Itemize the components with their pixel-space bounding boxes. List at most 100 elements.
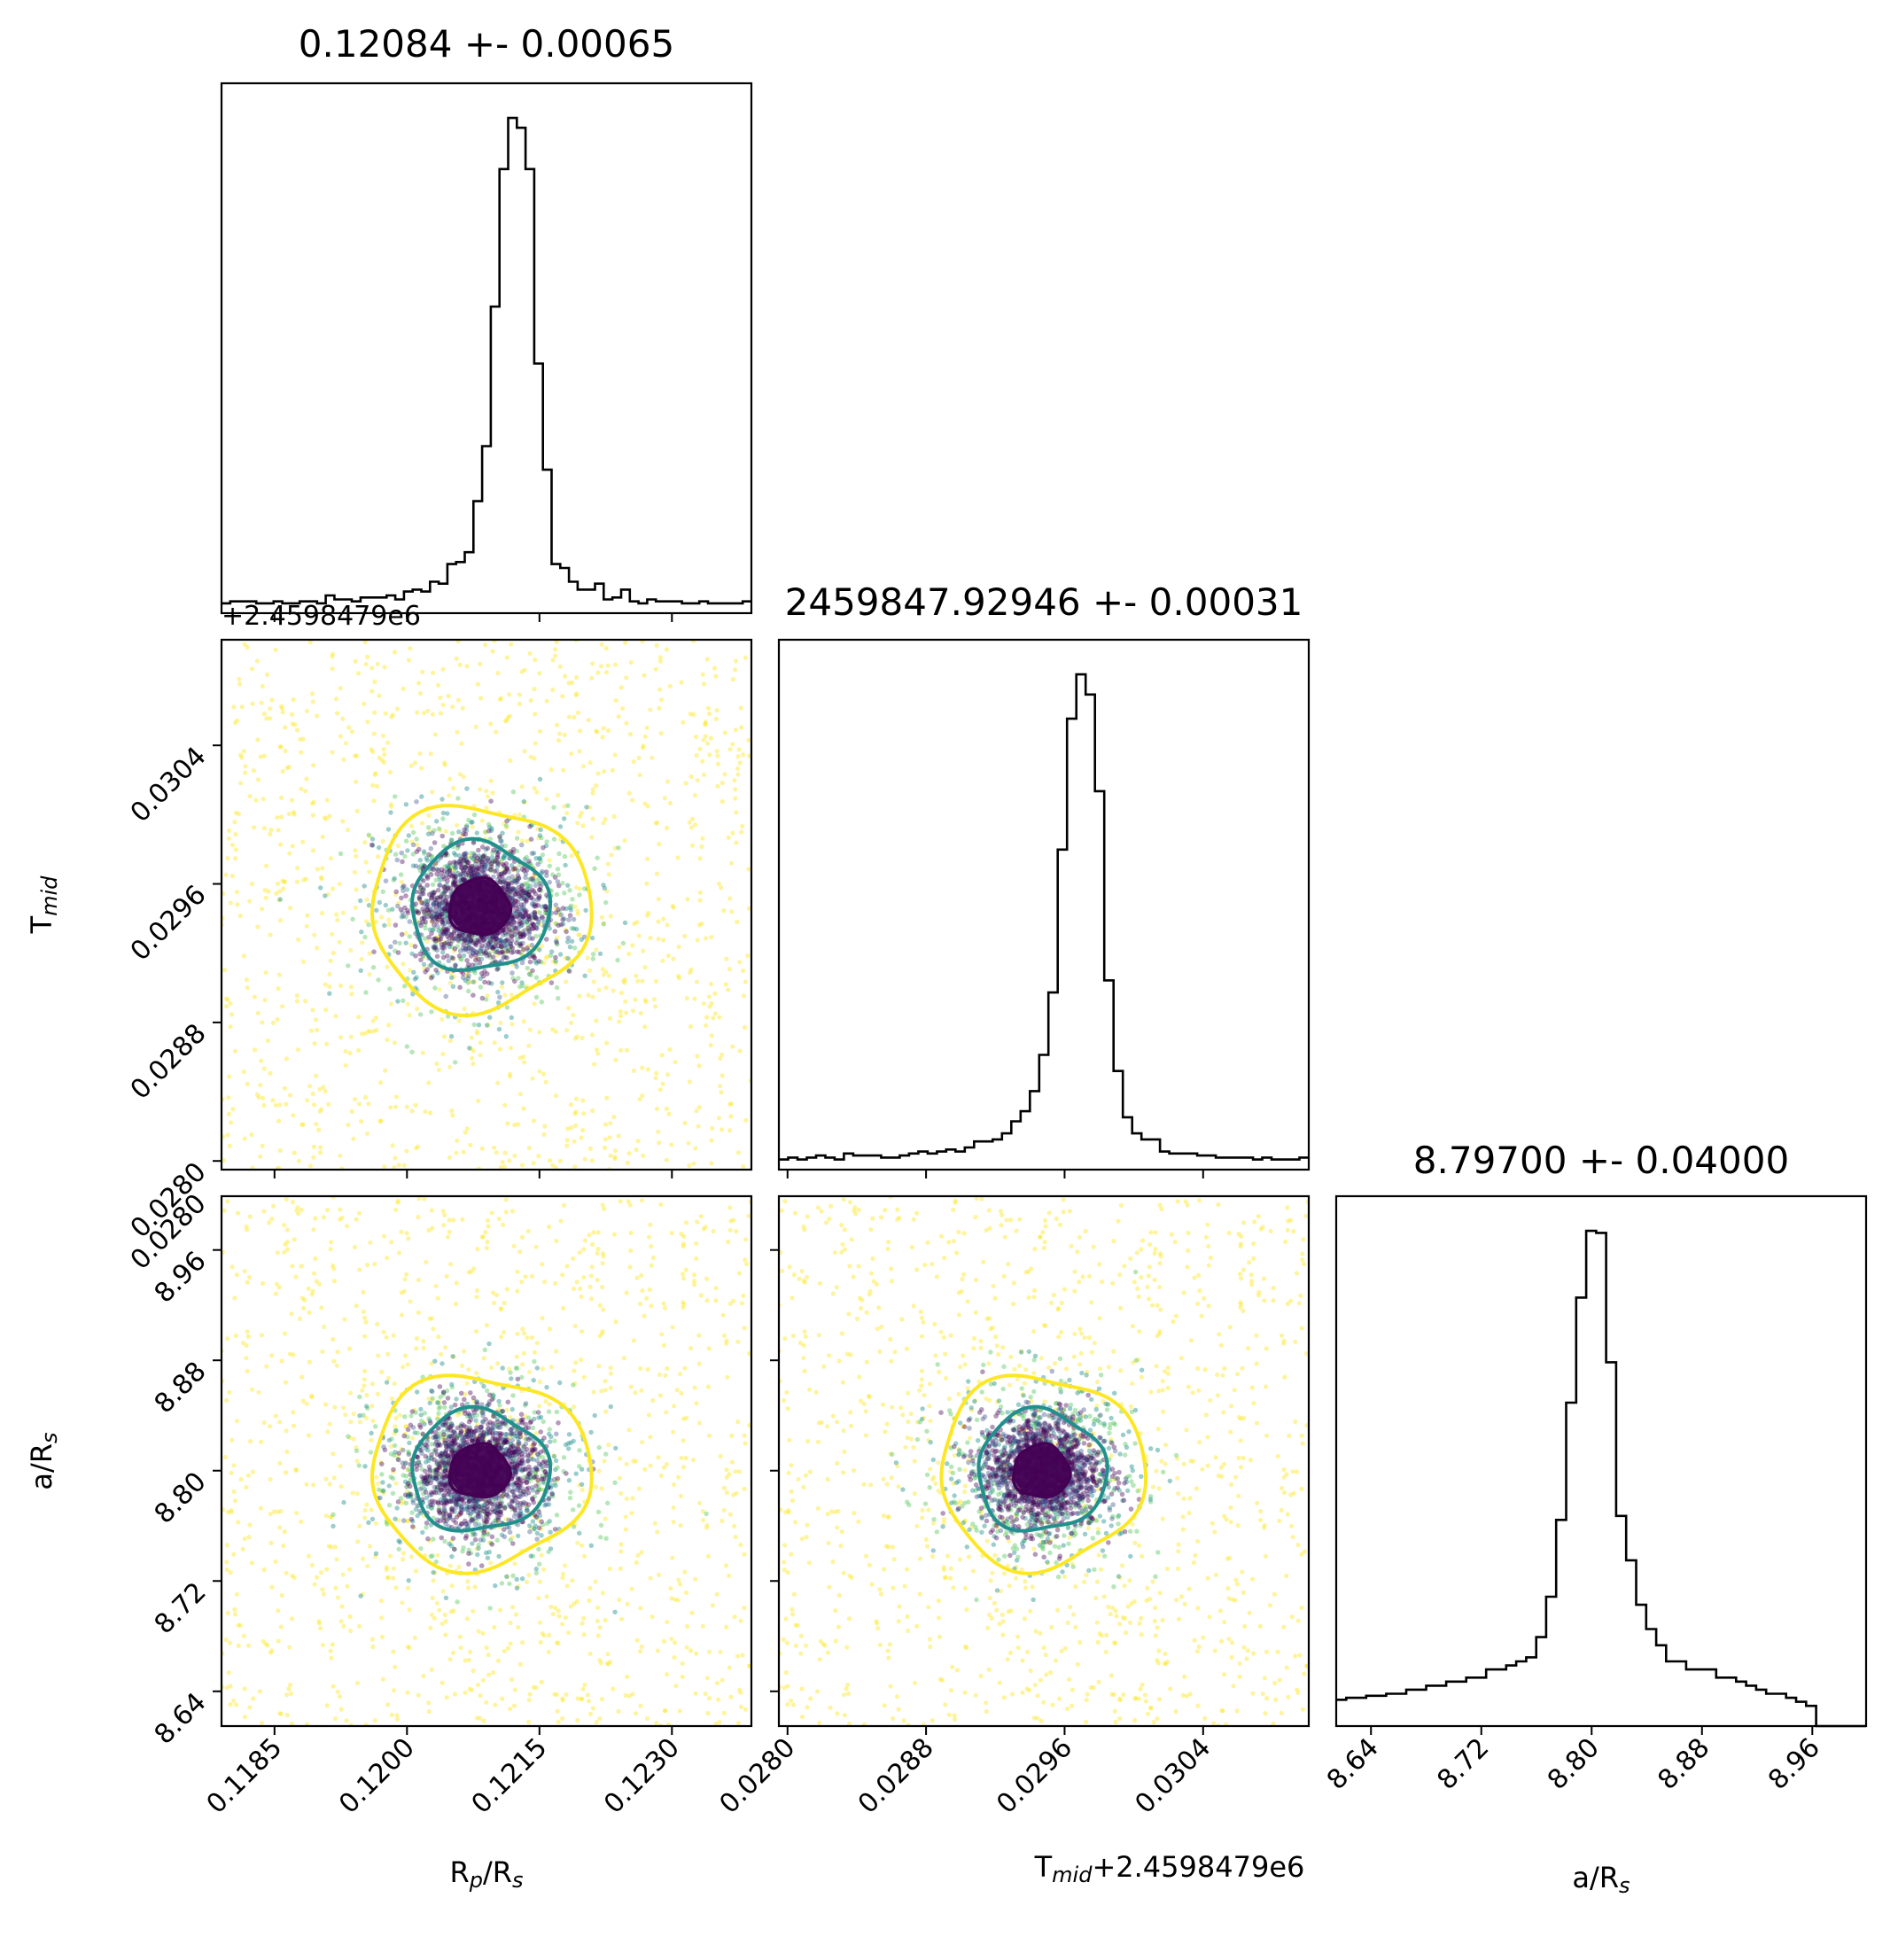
scatter-point [424,906,431,913]
scatter-point [487,836,494,842]
scatter-point [475,1498,480,1505]
scatter-point [457,1423,463,1428]
scatter-point [480,1630,486,1636]
scatter-point [399,850,405,856]
scatter-point [481,870,487,876]
scatter-point [712,665,718,671]
scatter-point [564,1583,570,1589]
scatter-point [633,997,638,1002]
scatter-point [392,1452,397,1458]
scatter-point [538,884,543,890]
scatter-point [334,912,339,917]
scatter-point [522,1403,528,1408]
scatter-point [331,1684,336,1689]
scatter-point [575,710,581,715]
scatter-point [697,890,703,895]
scatter-point [452,879,457,885]
scatter-point [461,942,466,947]
scatter-point [569,853,574,859]
scatter-point [553,1466,558,1473]
scatter-point [504,865,510,871]
scatter-point [510,902,516,907]
scatter-point [410,829,416,836]
scatter-point [529,912,534,918]
scatter-point [521,1489,526,1495]
scatter-point [309,1028,315,1033]
scatter-point [287,1351,292,1357]
scatter-point [664,1410,669,1415]
scatter-point [724,1338,729,1343]
scatter-point [384,1565,389,1570]
scatter-point [656,1572,662,1577]
scatter-point [363,859,369,865]
scatter-point [449,1108,455,1114]
scatter-point [563,862,568,868]
scatter-point [571,1256,576,1261]
scatter-point [237,681,243,687]
scatter-point [488,721,494,727]
scatter-point [418,899,424,905]
scatter-point [622,920,628,926]
scatter-point [657,842,662,847]
scatter-point [646,1234,652,1240]
scatter-point [519,1468,525,1474]
scatter-point [307,1310,312,1315]
scatter-point [497,950,502,956]
scatter-point [553,653,558,658]
scatter-point [735,754,741,759]
scatter-point [406,1236,411,1241]
scatter-point [464,1401,471,1407]
scatter-point [526,1572,532,1578]
scatter-point [227,1389,232,1395]
scatter-point [412,1635,417,1640]
scatter-point [274,891,279,897]
scatter-point [713,716,720,722]
scatter-point [484,945,490,952]
scatter-point [500,1442,505,1448]
scatter-point [682,1365,688,1371]
scatter-point [239,704,245,710]
scatter-point [696,922,703,928]
scatter-point [338,1619,344,1624]
scatter-point [415,1389,420,1395]
scatter-point [412,1407,417,1413]
scatter-point [548,1365,554,1370]
scatter-point [447,1563,453,1568]
scatter-point [298,736,303,743]
scatter-point [287,1645,292,1650]
scatter-point [276,828,281,833]
scatter-point [295,1205,300,1210]
title-ars: 8.79700 +- 0.04000 [1413,1139,1789,1182]
scatter-point [465,1524,471,1529]
scatter-point [514,836,520,841]
scatter-point [479,818,485,823]
scatter-point [426,1458,432,1464]
scatter-point [519,1279,525,1285]
scatter-point [431,901,436,907]
scatter-point [445,903,450,909]
scatter-point [363,662,369,667]
scatter-point [657,1140,662,1146]
scatter-point [385,964,390,969]
scatter-point [430,1225,435,1231]
scatter-point [491,847,496,853]
scatter-point [490,934,495,939]
scatter-point [498,1500,503,1505]
scatter-point [224,1543,230,1548]
scatter-point [571,1012,576,1018]
scatter-point [509,895,515,901]
scatter-point [305,1098,310,1103]
scatter-point [676,976,682,981]
scatter-point [338,686,343,691]
scatter-point [536,1415,541,1420]
scatter-point [601,972,606,977]
scatter-point [494,936,499,941]
scatter-point [460,1217,465,1222]
scatter-point [368,1029,373,1034]
scatter-point [378,1118,384,1124]
scatter-point [517,930,523,936]
scatter-point [608,914,613,919]
scatter-point [447,1541,452,1547]
scatter-point [537,1069,542,1074]
scatter-point [482,1520,487,1525]
